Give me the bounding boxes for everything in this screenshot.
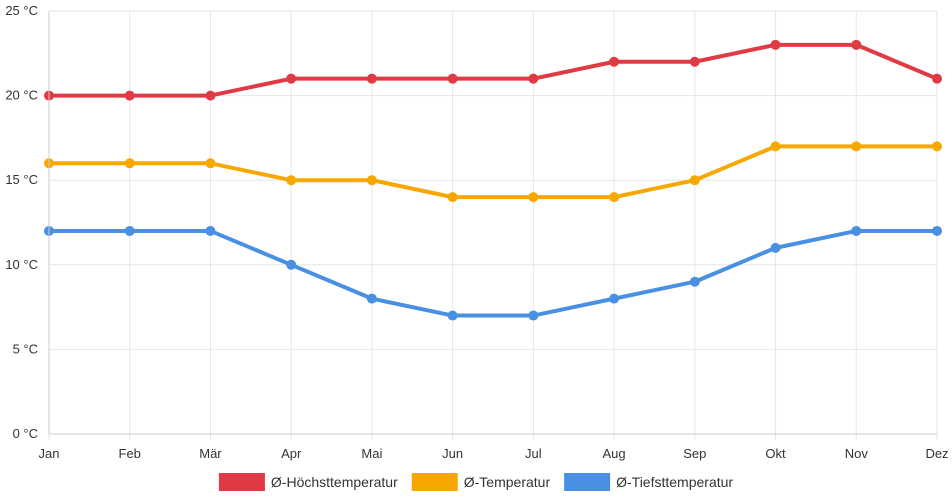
x-tick-label: Okt (765, 446, 786, 461)
y-tick-label: 0 °C (13, 426, 38, 441)
data-point[interactable] (609, 56, 620, 67)
legend-swatch (411, 473, 458, 491)
x-tick-label: Jun (442, 446, 463, 461)
series-line (47, 42, 939, 98)
data-point[interactable] (205, 90, 216, 101)
series-line (47, 144, 939, 200)
data-point[interactable] (609, 192, 620, 203)
legend-label: Ø-Tiefsttemperatur (616, 474, 733, 490)
data-point[interactable] (366, 293, 377, 304)
data-point[interactable] (932, 225, 942, 236)
data-point[interactable] (851, 39, 862, 50)
data-point[interactable] (528, 310, 539, 321)
legend[interactable]: Ø-Höchsttemperatur Ø-Temperatur Ø-Tiefstte… (218, 473, 733, 491)
data-point[interactable] (932, 141, 942, 152)
data-point[interactable] (366, 73, 377, 84)
data-point[interactable] (689, 276, 700, 287)
data-point[interactable] (286, 73, 297, 84)
series-0 (44, 39, 942, 101)
y-tick-label: 5 °C (13, 341, 38, 356)
data-point[interactable] (689, 56, 700, 67)
data-point[interactable] (851, 141, 862, 152)
data-point[interactable] (205, 158, 216, 169)
data-point[interactable] (770, 242, 781, 253)
data-point[interactable] (689, 175, 700, 186)
legend-label: Ø-Höchsttemperatur (271, 474, 398, 490)
data-point[interactable] (770, 39, 781, 50)
data-point[interactable] (851, 225, 862, 236)
axes: 0 °C 5 °C 10 °C 15 °C 20 °C 25 °C Jan Feb Mär Apr… (5, 3, 948, 461)
data-point[interactable] (528, 73, 539, 84)
data-point[interactable] (447, 310, 458, 321)
data-point[interactable] (932, 73, 942, 84)
data-point[interactable] (205, 225, 216, 236)
series-lines (44, 39, 942, 321)
x-tick-label: Mai (361, 446, 382, 461)
grid (48, 10, 938, 440)
legend-item[interactable]: Ø-Tiefsttemperatur (564, 473, 733, 491)
x-tick-label: Nov (845, 446, 869, 461)
x-tick-label: Apr (281, 446, 302, 461)
data-point[interactable] (286, 259, 297, 270)
x-tick-label: Aug (603, 446, 626, 461)
x-tick-label: Dez (925, 446, 948, 461)
y-tick-label: 20 °C (5, 88, 38, 103)
data-point[interactable] (447, 192, 458, 203)
x-tick-label: Jan (39, 446, 60, 461)
y-tick-label: 15 °C (5, 172, 38, 187)
data-point[interactable] (770, 141, 781, 152)
legend-item[interactable]: Ø-Temperatur (411, 473, 551, 491)
data-point[interactable] (124, 158, 135, 169)
legend-item[interactable]: Ø-Höchsttemperatur (218, 473, 398, 491)
x-tick-label: Mär (199, 446, 222, 461)
y-tick-label: 25 °C (5, 3, 38, 18)
series-line (47, 228, 939, 318)
legend-label: Ø-Temperatur (464, 474, 551, 490)
data-point[interactable] (286, 175, 297, 186)
legend-swatch (564, 473, 611, 491)
data-point[interactable] (609, 293, 620, 304)
data-point[interactable] (366, 175, 377, 186)
y-tick-label: 10 °C (5, 257, 38, 272)
data-point[interactable] (124, 225, 135, 236)
legend-swatch (218, 473, 265, 491)
series-2 (44, 225, 942, 321)
data-point[interactable] (124, 90, 135, 101)
data-point[interactable] (447, 73, 458, 84)
data-point[interactable] (528, 192, 539, 203)
x-tick-label: Feb (119, 446, 141, 461)
x-tick-label: Jul (525, 446, 542, 461)
series-1 (44, 141, 942, 203)
x-tick-label: Sep (683, 446, 706, 461)
